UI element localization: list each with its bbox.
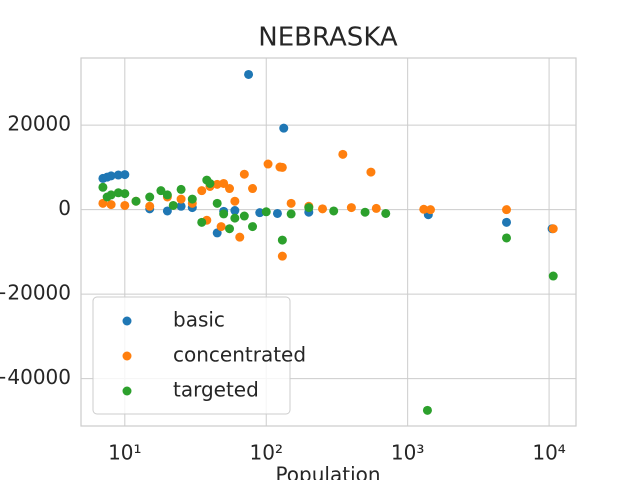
scatter-point bbox=[346, 203, 356, 213]
legend-label: basic bbox=[173, 308, 225, 332]
y-tick-label: 20000 bbox=[7, 112, 71, 136]
scatter-point bbox=[366, 167, 376, 177]
scatter-point bbox=[230, 196, 240, 206]
scatter-point bbox=[279, 123, 289, 133]
scatter-point bbox=[197, 217, 207, 227]
legend-marker bbox=[122, 316, 132, 326]
scatter-point bbox=[329, 206, 339, 216]
scatter-point bbox=[98, 182, 108, 192]
x-axis-label: Population bbox=[275, 463, 380, 480]
scatter-point bbox=[230, 206, 240, 216]
scatter-point bbox=[98, 198, 108, 208]
scatter-point bbox=[286, 198, 296, 208]
scatter-point bbox=[425, 205, 435, 215]
scatter-point bbox=[145, 192, 155, 202]
scatter-point bbox=[162, 190, 172, 200]
y-tick-label: 0 bbox=[58, 196, 71, 220]
scatter-point bbox=[248, 222, 258, 232]
scatter-point bbox=[168, 200, 178, 210]
plot-frame bbox=[80, 57, 577, 427]
legend-marker bbox=[122, 351, 132, 361]
x-tick-label: 10³ bbox=[391, 441, 424, 465]
scatter-point bbox=[548, 224, 558, 234]
scatter-point bbox=[419, 204, 429, 214]
scatter-point bbox=[381, 208, 391, 218]
scatter-point bbox=[318, 204, 328, 214]
scatter-point bbox=[272, 208, 282, 218]
chart-title: NEBRASKA bbox=[258, 23, 398, 53]
scatter-point bbox=[162, 206, 172, 216]
scatter-point bbox=[502, 217, 512, 227]
scatter-point bbox=[235, 232, 245, 242]
legend-label: targeted bbox=[173, 378, 259, 402]
scatter-point bbox=[120, 189, 130, 199]
scatter-point bbox=[106, 200, 116, 210]
legend-label: concentrated bbox=[173, 343, 306, 367]
scatter-point bbox=[230, 213, 240, 223]
scatter-point bbox=[239, 211, 249, 221]
scatter-point bbox=[131, 196, 141, 206]
scatter-point bbox=[371, 203, 381, 213]
scatter-point bbox=[212, 198, 222, 208]
scatter-point bbox=[304, 203, 314, 213]
y-tick-label: −20000 bbox=[0, 281, 71, 305]
scatter-point bbox=[145, 201, 155, 211]
scatter-point bbox=[248, 184, 258, 194]
scatter-point bbox=[176, 201, 186, 211]
scatter-point bbox=[263, 159, 273, 169]
scatter-point bbox=[176, 194, 186, 204]
scatter-point bbox=[277, 235, 287, 245]
scatter-point bbox=[502, 205, 512, 215]
scatter-point bbox=[205, 178, 215, 188]
scatter-point bbox=[216, 222, 226, 232]
scatter-point bbox=[197, 186, 207, 196]
scatter-point bbox=[120, 200, 130, 210]
x-tick-label: 10² bbox=[250, 441, 283, 465]
scatter-point bbox=[219, 178, 229, 188]
scatter-point bbox=[219, 209, 229, 219]
legend-box bbox=[92, 296, 291, 415]
scatter-point bbox=[422, 405, 432, 415]
scatter-point bbox=[225, 224, 235, 234]
scatter-point bbox=[261, 207, 271, 217]
scatter-point bbox=[120, 170, 130, 180]
y-tick-label: −40000 bbox=[0, 365, 71, 389]
scatter-point bbox=[277, 251, 287, 261]
scatter-point bbox=[156, 186, 166, 196]
scatter-point bbox=[360, 207, 370, 217]
scatter-point bbox=[548, 271, 558, 281]
scatter-point bbox=[338, 149, 348, 159]
x-tick-label: 10⁴ bbox=[532, 441, 565, 465]
scatter-point bbox=[225, 184, 235, 194]
scatter-point bbox=[106, 171, 116, 181]
scatter-point bbox=[244, 69, 254, 79]
x-tick-label: 10¹ bbox=[108, 441, 141, 465]
legend-marker bbox=[122, 386, 132, 396]
scatter-point bbox=[187, 194, 197, 204]
scatter-point bbox=[239, 169, 249, 179]
scatter-point bbox=[277, 162, 287, 172]
scatter-point bbox=[502, 233, 512, 243]
scatter-point bbox=[176, 184, 186, 194]
scatter-point bbox=[106, 190, 116, 200]
scatter-point bbox=[113, 170, 123, 180]
scatter-point bbox=[286, 209, 296, 219]
legend: basic concentrated targeted bbox=[92, 296, 306, 415]
